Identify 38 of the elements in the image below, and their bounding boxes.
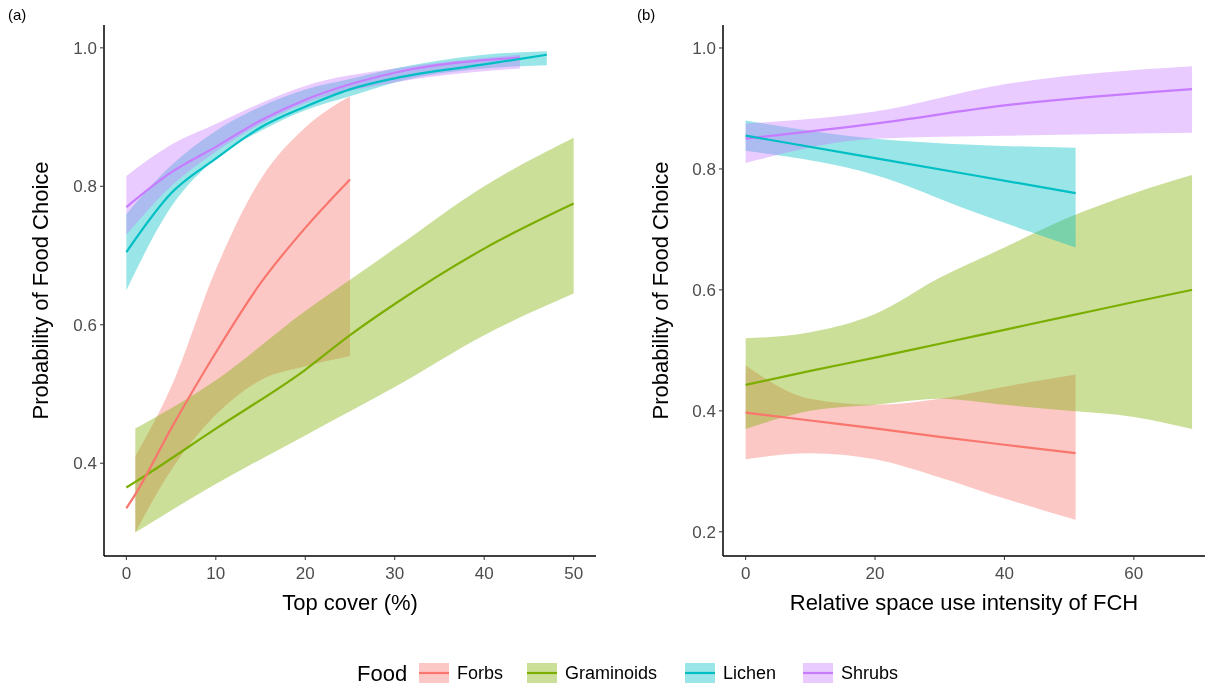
line-series bbox=[125, 53, 548, 254]
line-series bbox=[744, 411, 1077, 455]
y-tick-label: 0.4 bbox=[73, 454, 97, 474]
x-tick-label: 0 bbox=[740, 564, 751, 583]
x-tick-label: 10 bbox=[206, 564, 226, 583]
y-tick-label: 0.2 bbox=[692, 522, 716, 542]
line-series bbox=[125, 202, 575, 489]
legend-label: Graminoids bbox=[565, 663, 658, 684]
y-tick-label: 0.4 bbox=[692, 401, 716, 421]
x-tick-label: 60 bbox=[1124, 564, 1144, 583]
x-tick-label: 30 bbox=[385, 564, 405, 583]
line-series bbox=[744, 288, 1194, 386]
x-tick-label: 0 bbox=[121, 564, 132, 583]
legend-label: Lichen bbox=[723, 663, 777, 684]
legend-title: Food bbox=[357, 660, 408, 686]
legend-label: Forbs bbox=[457, 663, 504, 684]
y-tick-label: 0.8 bbox=[73, 177, 97, 197]
x-tick-label: 20 bbox=[295, 564, 315, 583]
line-series bbox=[744, 88, 1194, 140]
y-tick-label: 1.0 bbox=[73, 38, 97, 58]
x-tick-label: 40 bbox=[994, 564, 1014, 583]
y-tick-label: 0.6 bbox=[692, 280, 716, 300]
y-axis-title: Probability of Food Choice bbox=[648, 161, 673, 420]
chart-title: (a) bbox=[8, 6, 27, 23]
line-series bbox=[125, 56, 522, 209]
y-axis-title: Probability of Food Choice bbox=[28, 161, 53, 420]
chart-title: (b) bbox=[637, 6, 656, 23]
x-axis-title: Relative space use intensity of FCH bbox=[789, 590, 1139, 615]
x-tick-label: 20 bbox=[865, 564, 885, 583]
y-tick-label: 1.0 bbox=[692, 38, 716, 58]
x-tick-label: 50 bbox=[564, 564, 584, 583]
legend-label: Shrubs bbox=[841, 663, 899, 684]
line-series bbox=[125, 178, 352, 510]
y-tick-label: 0.8 bbox=[692, 159, 716, 179]
y-tick-label: 0.6 bbox=[73, 315, 97, 335]
x-axis-title: Top cover (%) bbox=[282, 590, 418, 615]
line-series bbox=[744, 134, 1077, 195]
x-tick-label: 40 bbox=[474, 564, 494, 583]
